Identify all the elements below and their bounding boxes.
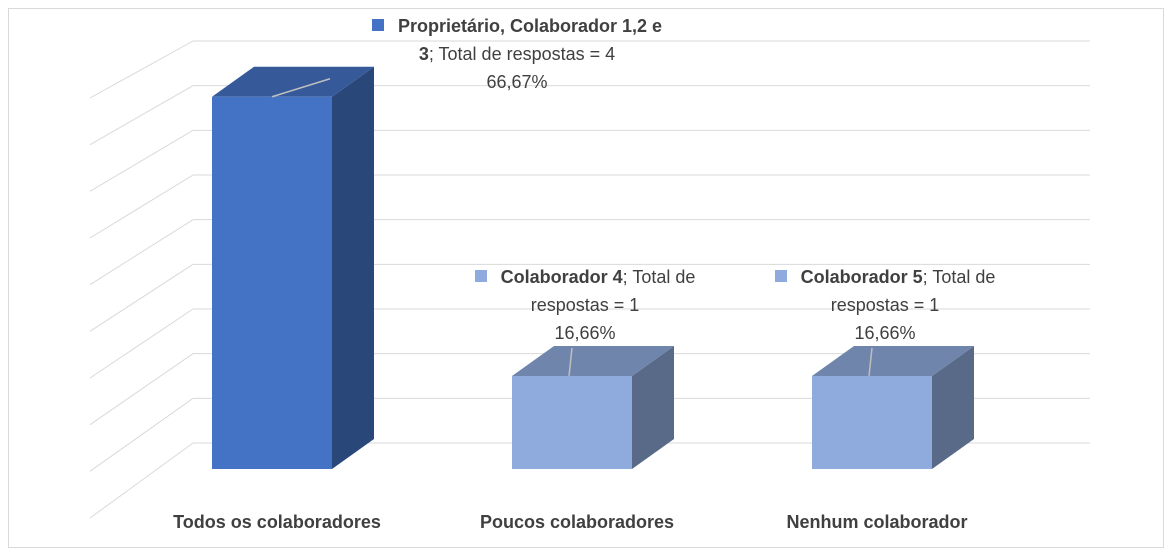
chart-border (8, 8, 1164, 548)
bar-side (932, 345, 974, 469)
data-label-text: ; Total de respostas = 1 (530, 267, 696, 315)
bar-top (512, 345, 674, 376)
data-label: Colaborador 4; Total de respostas = 1 16,… (455, 263, 715, 347)
side-grid-line (89, 40, 194, 99)
data-label: Colaborador 5; Total de respostas = 1 16,… (755, 263, 1015, 347)
side-grid-line (89, 174, 194, 239)
data-label-name: Colaborador 5 (800, 267, 923, 287)
bar (212, 96, 332, 470)
data-label-value: 66,67% (486, 72, 548, 92)
x-tick-label: Nenhum colaborador (786, 512, 967, 532)
side-grid-line (89, 308, 194, 379)
side-grid-line (89, 85, 194, 146)
leader-line (568, 347, 573, 377)
leader-line (271, 78, 331, 98)
x-tick-label: Todos os colaboradores (173, 512, 381, 532)
x-tick-label: Poucos colaboradores (480, 512, 674, 532)
leader-line (868, 347, 873, 377)
side-grid-line (89, 442, 194, 519)
data-label-text: ; Total de respostas = 1 (830, 267, 996, 315)
side-grid-line (89, 263, 194, 332)
bar-top (212, 66, 374, 97)
side-grid-line (89, 129, 194, 192)
bar-top (812, 345, 974, 376)
data-label-name: Proprietário, Colaborador 1,2 e 3 (397, 16, 663, 64)
legend-key (371, 19, 384, 31)
data-label-text: ; Total de respostas = 4 (428, 44, 616, 64)
data-label-name: Colaborador 4 (500, 267, 623, 287)
side-grid-line (89, 219, 194, 286)
data-label-value: 16,66% (854, 323, 916, 343)
side-grid-line (89, 397, 194, 472)
legend-key (474, 270, 487, 282)
data-label: Proprietário, Colaborador 1,2 e 3; Total… (367, 12, 667, 96)
bar-side (632, 345, 674, 469)
bar (512, 375, 632, 469)
legend-key (774, 270, 787, 282)
bar (812, 375, 932, 469)
data-label-value: 16,66% (554, 323, 616, 343)
side-grid-line (89, 353, 194, 426)
bar-side (332, 66, 374, 470)
